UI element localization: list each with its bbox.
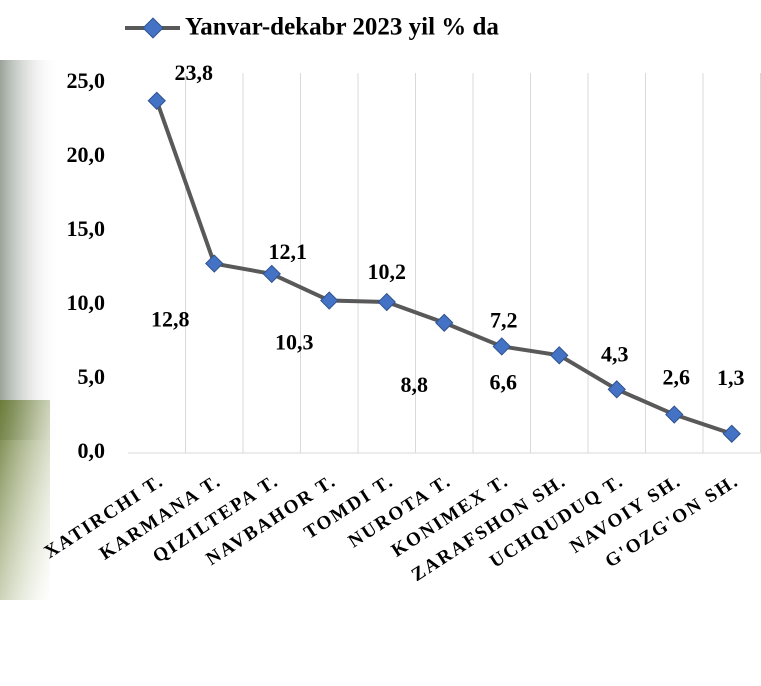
data-label: 6,6: [490, 369, 518, 394]
y-tick-label: 15,0: [67, 216, 106, 241]
data-point: [492, 337, 511, 356]
data-point: [377, 292, 396, 312]
data-label: 10,2: [368, 259, 407, 284]
data-label: 1,3: [717, 365, 745, 390]
data-label: 23,8: [175, 60, 214, 85]
data-label: 12,1: [269, 239, 308, 264]
data-point: [262, 264, 281, 284]
data-label: 12,8: [151, 307, 190, 332]
data-label: 7,2: [490, 307, 518, 332]
data-label: 8,8: [401, 372, 429, 397]
y-tick-label: 25,0: [67, 68, 106, 93]
data-point: [550, 346, 569, 365]
legend-label: Yanvar-dekabr 2023 yil % da: [185, 14, 499, 41]
data-point: [147, 91, 166, 110]
data-label: 2,6: [663, 365, 691, 390]
y-tick-label: 20,0: [67, 142, 106, 167]
data-point: [722, 424, 741, 443]
legend-marker: [142, 17, 164, 39]
data-point: [665, 405, 684, 424]
background-photo: [0, 400, 50, 600]
y-tick-label: 0,0: [78, 438, 106, 463]
data-label: 10,3: [275, 330, 314, 355]
y-tick-label: 10,0: [67, 290, 106, 315]
data-point: [435, 313, 454, 332]
data-point: [320, 291, 339, 310]
data-point: [205, 254, 224, 273]
y-tick-label: 5,0: [78, 364, 106, 389]
background-photo: [0, 60, 60, 440]
data-label: 4,3: [601, 341, 629, 366]
data-point: [607, 380, 626, 399]
